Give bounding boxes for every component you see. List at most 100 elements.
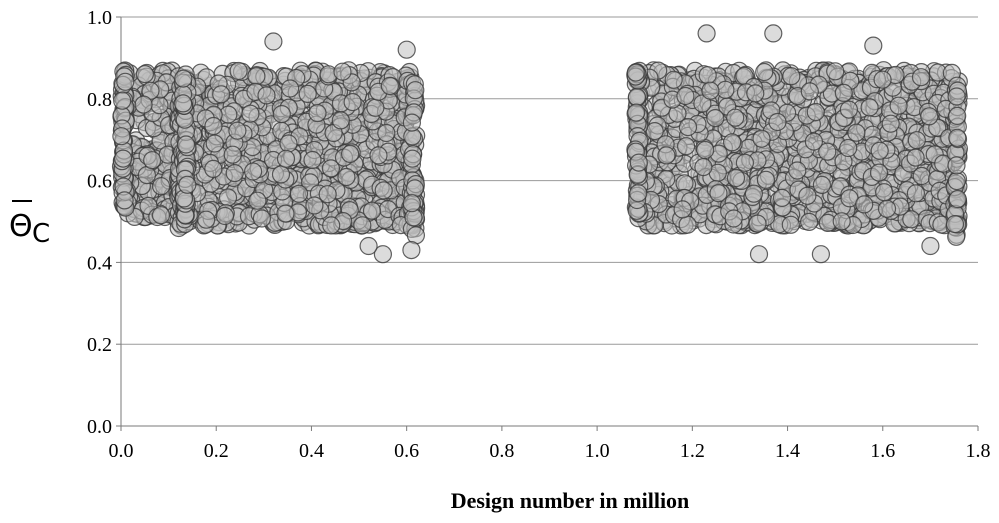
data-point	[204, 116, 223, 136]
data-point	[839, 138, 858, 158]
data-point	[748, 214, 767, 233]
x-tick-label: 0.8	[489, 440, 514, 462]
data-point	[626, 63, 645, 82]
data-point	[308, 103, 327, 123]
data-point	[322, 216, 341, 235]
data-point	[343, 92, 362, 112]
data-point	[279, 134, 298, 153]
data-point	[881, 114, 900, 133]
data-point	[948, 128, 967, 147]
data-point	[826, 62, 845, 81]
data-point	[178, 175, 197, 194]
data-point	[678, 117, 698, 137]
data-point	[204, 159, 223, 178]
data-point	[806, 102, 825, 122]
data-point	[151, 206, 171, 225]
data-point	[657, 146, 676, 165]
data-point	[176, 135, 196, 154]
y-tick-label: 0.8	[87, 89, 112, 111]
data-point	[115, 191, 134, 210]
data-point	[726, 168, 746, 188]
data-point	[298, 84, 317, 104]
data-point	[839, 100, 859, 119]
x-tick-label: 0.6	[394, 440, 419, 462]
data-point	[696, 140, 715, 160]
x-tick-label: 1.2	[680, 440, 705, 462]
data-point	[405, 179, 424, 198]
data-point	[869, 163, 889, 182]
data-point	[174, 94, 193, 113]
data-point	[212, 85, 231, 104]
data-point	[257, 86, 276, 105]
data-point	[860, 98, 879, 117]
data-point	[369, 146, 388, 165]
data-point	[134, 95, 153, 114]
data-point	[947, 156, 966, 175]
y-tick-label: 0.2	[87, 334, 112, 356]
data-point	[629, 184, 648, 203]
data-point	[112, 127, 131, 146]
data-point	[627, 103, 646, 122]
data-point	[811, 245, 831, 264]
data-point	[889, 96, 908, 115]
data-point	[948, 189, 967, 209]
data-point	[359, 236, 378, 256]
y-axis-label-subscript: C	[32, 219, 50, 249]
data-point	[215, 206, 234, 226]
data-point	[864, 36, 883, 55]
data-point	[116, 72, 135, 91]
x-tick-label: 0.2	[204, 440, 229, 462]
data-point	[627, 87, 647, 107]
data-point	[676, 137, 696, 156]
data-point	[373, 245, 392, 264]
data-point	[197, 210, 216, 229]
x-tick-label: 1.4	[775, 440, 800, 462]
data-point	[281, 79, 300, 98]
data-point	[377, 123, 396, 143]
data-point	[735, 153, 755, 172]
data-point	[907, 131, 926, 150]
data-point	[834, 83, 853, 103]
data-point	[135, 64, 154, 84]
data-point	[218, 188, 238, 207]
data-point	[694, 158, 713, 177]
data-point	[697, 24, 716, 43]
data-point	[406, 81, 425, 100]
data-point	[812, 175, 832, 194]
data-point	[724, 209, 743, 228]
data-point	[353, 216, 372, 235]
data-point	[676, 86, 695, 106]
data-point	[289, 184, 309, 203]
data-point	[374, 181, 393, 200]
data-point	[877, 199, 897, 218]
data-point	[244, 162, 263, 181]
data-point	[380, 76, 399, 96]
data-points	[111, 24, 969, 264]
data-point	[906, 148, 925, 167]
data-point	[764, 24, 783, 43]
data-point	[749, 245, 769, 264]
data-point	[276, 149, 296, 168]
x-axis-label: Design number in million	[451, 488, 690, 513]
data-point	[701, 81, 720, 100]
data-point	[847, 123, 866, 142]
data-point	[920, 107, 939, 126]
y-tick-label: 0.4	[87, 252, 112, 274]
data-point	[228, 121, 247, 140]
data-point	[252, 209, 271, 228]
x-tick-label: 1.8	[966, 440, 991, 462]
data-point	[752, 129, 771, 148]
data-point	[756, 170, 776, 189]
data-point	[798, 186, 817, 205]
data-point	[945, 215, 965, 234]
data-point	[223, 145, 242, 164]
data-point	[241, 104, 260, 123]
data-point	[272, 104, 291, 124]
data-point	[800, 82, 819, 101]
data-point	[875, 183, 894, 202]
data-point	[113, 91, 132, 110]
data-point	[804, 132, 824, 151]
data-point	[276, 204, 295, 223]
data-point	[174, 69, 193, 88]
data-point	[402, 194, 421, 213]
